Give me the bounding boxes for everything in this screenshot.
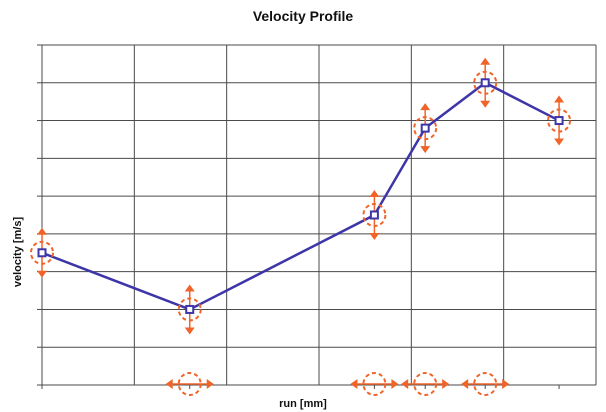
series-line xyxy=(41,81,560,311)
data-point xyxy=(480,78,490,88)
x-handle[interactable] xyxy=(461,372,510,396)
series-layer xyxy=(41,81,560,311)
data-point xyxy=(369,210,379,220)
data-point-handle[interactable] xyxy=(413,103,438,154)
arrow-head xyxy=(369,190,380,197)
data-point-handle[interactable] xyxy=(473,57,498,108)
arrow-head xyxy=(184,284,195,292)
arrow-head xyxy=(165,379,173,389)
x-handle[interactable] xyxy=(401,372,450,396)
data-point xyxy=(420,123,430,133)
x-handles-layer xyxy=(165,372,510,396)
grid xyxy=(37,44,597,389)
arrow-head xyxy=(480,57,491,65)
data-point xyxy=(37,248,47,258)
arrow-head xyxy=(37,227,47,235)
data-point-handle[interactable] xyxy=(547,95,572,146)
data-point-handle[interactable] xyxy=(177,284,202,335)
arrow-head xyxy=(554,95,565,103)
arrow-head xyxy=(442,379,450,389)
data-point xyxy=(185,304,195,314)
arrow-head xyxy=(480,100,491,108)
x-handle[interactable] xyxy=(165,372,214,396)
x-axis-label: run [mm] xyxy=(279,398,327,410)
arrow-head xyxy=(391,379,399,389)
data-point xyxy=(554,116,564,126)
chart-title: Velocity Profile xyxy=(252,8,354,24)
arrow-head xyxy=(37,270,47,278)
data-point-handle[interactable] xyxy=(30,227,54,278)
arrow-head xyxy=(401,379,409,389)
arrow-head xyxy=(502,379,510,389)
arrow-head xyxy=(350,379,358,389)
arrow-head xyxy=(420,103,431,111)
handles-layer xyxy=(30,57,572,335)
arrow-head xyxy=(369,233,380,240)
data-point-handle[interactable] xyxy=(362,190,387,240)
arrow-head xyxy=(420,146,431,154)
x-handle[interactable] xyxy=(350,372,399,396)
arrow-head xyxy=(461,379,469,389)
arrow-head xyxy=(206,379,214,389)
arrow-head xyxy=(554,138,565,146)
arrow-head xyxy=(184,327,195,335)
